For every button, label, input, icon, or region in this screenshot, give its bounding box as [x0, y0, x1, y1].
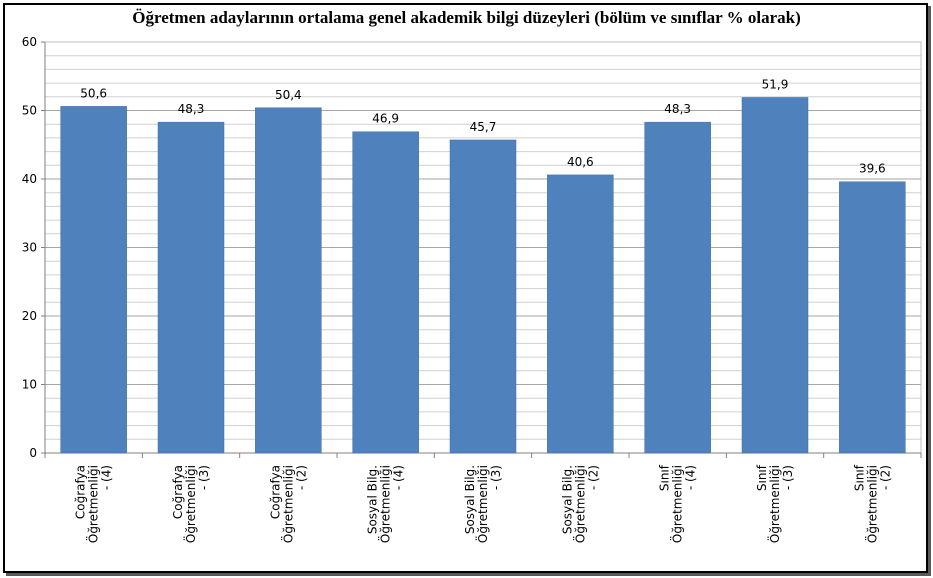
bar — [352, 131, 419, 454]
y-tick-label: 10 — [22, 378, 37, 392]
x-tick-label: Öğretmenliği — [279, 465, 295, 543]
data-label: 46,9 — [372, 112, 399, 126]
x-tick-label: - (2) — [586, 465, 600, 490]
x-tick-label: Sınıf — [755, 464, 769, 491]
chart-title: Öğretmen adaylarının ortalama genel akad… — [132, 8, 801, 27]
x-tick-label: Öğretmenliği — [571, 465, 587, 543]
x-tick-label: Sınıf — [658, 464, 672, 491]
x-tick-label: - (3) — [489, 465, 503, 490]
y-tick-label: 50 — [22, 104, 37, 118]
x-tick-label: - (2) — [878, 465, 892, 490]
x-tick-label: Öğretmenliği — [474, 465, 490, 543]
x-tick-label: Coğrafya — [74, 465, 88, 519]
data-label: 48,3 — [664, 102, 691, 116]
bar — [839, 181, 906, 454]
x-tick-label: Sosyal Bilg. — [560, 465, 574, 534]
x-tick-label: Sosyal Bilg. — [366, 465, 380, 534]
data-label: 48,3 — [178, 102, 205, 116]
data-label: 50,4 — [275, 88, 302, 102]
x-tick-label: - (4) — [684, 465, 698, 490]
data-label: 51,9 — [762, 77, 789, 91]
x-tick-label: Sosyal Bilg. — [463, 465, 477, 534]
y-tick-label: 40 — [22, 172, 37, 186]
bar — [644, 121, 711, 454]
data-label: 40,6 — [567, 155, 594, 169]
y-tick-label: 0 — [29, 446, 37, 460]
x-tick-label: Sınıf — [852, 464, 866, 491]
bar — [547, 174, 614, 454]
y-tick-label: 20 — [22, 309, 37, 323]
x-tick-label: Coğrafya — [171, 465, 185, 519]
x-tick-label: - (4) — [100, 465, 114, 490]
bar — [60, 106, 127, 454]
x-tick-label: - (2) — [294, 465, 308, 490]
x-tick-label: - (3) — [197, 465, 211, 490]
x-tick-label: Öğretmenliği — [669, 465, 685, 543]
x-tick-label: Öğretmenliği — [182, 465, 198, 543]
data-label: 45,7 — [470, 120, 497, 134]
y-tick-label: 30 — [22, 241, 37, 255]
x-tick-label: - (3) — [781, 465, 795, 490]
data-label: 50,6 — [80, 86, 107, 100]
x-tick-label: Öğretmenliği — [377, 465, 393, 543]
y-tick-label: 60 — [22, 35, 37, 49]
x-tick-label: Coğrafya — [268, 465, 282, 519]
x-tick-label: Öğretmenliği — [863, 465, 879, 543]
x-tick-label: - (4) — [392, 465, 406, 490]
bar — [449, 139, 517, 454]
data-label: 39,6 — [859, 162, 886, 176]
bar — [157, 121, 225, 454]
bar — [255, 107, 322, 454]
bar — [741, 97, 809, 454]
x-tick-label: Öğretmenliği — [85, 465, 101, 543]
x-tick-label: Öğretmenliği — [766, 465, 782, 543]
